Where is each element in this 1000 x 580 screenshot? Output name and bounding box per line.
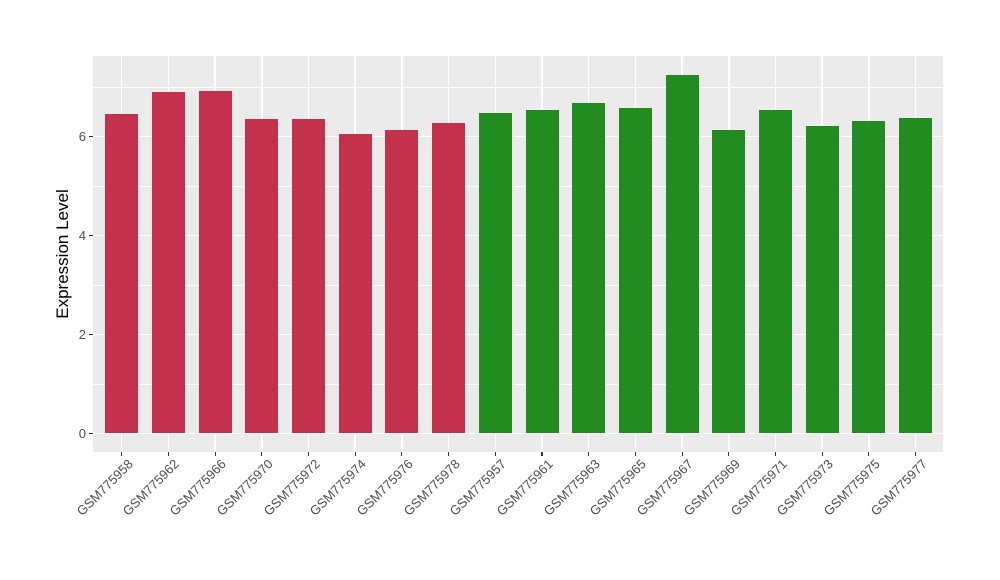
x-tick-mark-GSM775977	[915, 452, 917, 456]
gridline-minor-y5	[93, 185, 943, 187]
x-tick-mark-GSM775965	[634, 452, 636, 456]
x-tick-mark-GSM775963	[588, 452, 590, 456]
x-tick-mark-GSM775971	[774, 452, 777, 456]
bar-GSM775961	[525, 109, 559, 434]
x-tick-mark-GSM775978	[448, 452, 450, 456]
bar-GSM775957	[478, 112, 512, 434]
y-tick-mark-2	[89, 333, 93, 336]
y-tick-label-0: 0	[78, 426, 86, 441]
bar-GSM775966	[198, 90, 232, 434]
bar-GSM775976	[385, 129, 419, 434]
x-tick-mark-GSM775966	[214, 452, 216, 456]
plot-panel	[93, 56, 943, 452]
y-tick-mark-0	[89, 432, 93, 435]
x-tick-mark-GSM775970	[261, 452, 263, 456]
bar-GSM775963	[572, 103, 606, 434]
bar-GSM775978	[432, 123, 466, 434]
bar-GSM775971	[759, 110, 792, 434]
bar-GSM775967	[665, 75, 699, 434]
y-tick-label-4: 4	[78, 228, 86, 243]
x-tick-mark-GSM775961	[541, 452, 543, 456]
x-tick-mark-GSM775967	[681, 452, 683, 456]
x-tick-mark-GSM775957	[494, 452, 496, 456]
x-tick-mark-GSM775974	[354, 452, 356, 456]
bar-GSM775972	[292, 118, 325, 434]
bar-GSM775977	[899, 117, 933, 434]
y-tick-label-6: 6	[78, 129, 86, 144]
y-tick-mark-4	[89, 234, 93, 237]
x-tick-mark-GSM775975	[868, 452, 870, 456]
bar-GSM775962	[151, 91, 185, 434]
x-tick-mark-GSM775958	[121, 452, 123, 456]
bar-GSM775973	[805, 126, 839, 434]
gridline-major-y6	[93, 135, 943, 138]
y-axis-title: Expression Level	[53, 189, 72, 319]
bar-GSM775958	[105, 114, 139, 434]
gridline-major-y4	[93, 234, 943, 237]
gridline-major-y0	[93, 432, 943, 435]
gridline-minor-y1	[93, 383, 943, 385]
x-tick-mark-GSM775973	[821, 452, 823, 456]
bar-GSM775974	[338, 133, 372, 434]
x-tick-mark-GSM775969	[728, 452, 730, 456]
bar-GSM775969	[712, 130, 746, 434]
gridline-major-y2	[93, 333, 943, 336]
bar-GSM775975	[852, 121, 886, 434]
x-tick-mark-GSM775976	[401, 452, 403, 456]
bar-GSM775970	[245, 118, 279, 434]
bar-GSM775965	[618, 107, 652, 434]
gridline-minor-y3	[93, 284, 943, 286]
x-tick-mark-GSM775962	[167, 452, 169, 456]
x-tick-mark-GSM775972	[307, 452, 310, 456]
y-tick-label-2: 2	[78, 327, 86, 342]
y-tick-mark-6	[89, 135, 93, 138]
gridline-minor-y7	[93, 86, 943, 88]
